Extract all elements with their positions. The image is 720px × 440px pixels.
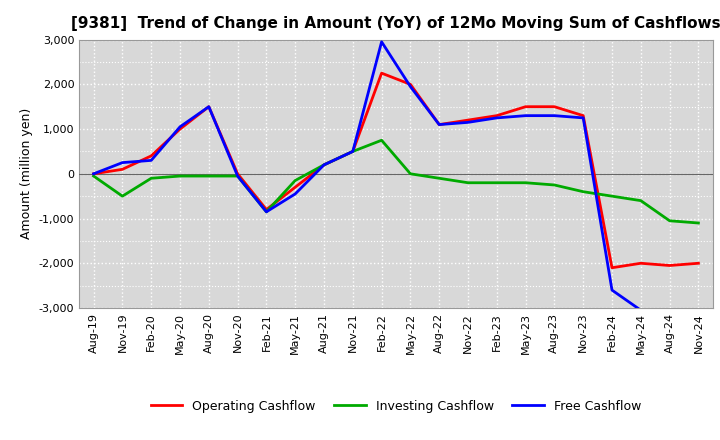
Legend: Operating Cashflow, Investing Cashflow, Free Cashflow: Operating Cashflow, Investing Cashflow, … [146,395,646,418]
Investing Cashflow [233,173,242,179]
Free Cashflow [204,104,213,109]
Operating Cashflow [320,162,328,168]
Free Cashflow [89,171,98,176]
Line: Investing Cashflow: Investing Cashflow [94,140,698,223]
Free Cashflow [348,149,357,154]
Operating Cashflow [636,260,645,266]
Free Cashflow [550,113,559,118]
Operating Cashflow [435,122,444,127]
Investing Cashflow [89,173,98,179]
Investing Cashflow [521,180,530,185]
Investing Cashflow [377,138,386,143]
Free Cashflow [233,173,242,179]
Free Cashflow [464,120,472,125]
Investing Cashflow [694,220,703,226]
Y-axis label: Amount (million yen): Amount (million yen) [20,108,33,239]
Investing Cashflow [406,171,415,176]
Operating Cashflow [406,82,415,87]
Operating Cashflow [694,260,703,266]
Free Cashflow [262,209,271,214]
Free Cashflow [694,310,703,315]
Free Cashflow [636,308,645,313]
Operating Cashflow [521,104,530,109]
Operating Cashflow [233,171,242,176]
Free Cashflow [608,287,616,293]
Free Cashflow [320,162,328,168]
Operating Cashflow [291,185,300,190]
Investing Cashflow [464,180,472,185]
Operating Cashflow [262,207,271,212]
Investing Cashflow [665,218,674,224]
Investing Cashflow [291,178,300,183]
Free Cashflow [406,84,415,89]
Operating Cashflow [579,113,588,118]
Free Cashflow [176,124,184,129]
Free Cashflow [147,158,156,163]
Operating Cashflow [204,104,213,109]
Investing Cashflow [204,173,213,179]
Operating Cashflow [608,265,616,270]
Investing Cashflow [262,209,271,214]
Investing Cashflow [550,182,559,187]
Free Cashflow [579,115,588,121]
Operating Cashflow [89,171,98,176]
Investing Cashflow [579,189,588,194]
Free Cashflow [492,115,501,121]
Free Cashflow [118,160,127,165]
Operating Cashflow [147,153,156,158]
Investing Cashflow [636,198,645,203]
Operating Cashflow [176,126,184,132]
Line: Operating Cashflow: Operating Cashflow [94,73,698,268]
Free Cashflow [521,113,530,118]
Investing Cashflow [608,194,616,199]
Operating Cashflow [492,113,501,118]
Investing Cashflow [435,176,444,181]
Free Cashflow [377,39,386,44]
Title: [9381]  Trend of Change in Amount (YoY) of 12Mo Moving Sum of Cashflows: [9381] Trend of Change in Amount (YoY) o… [71,16,720,32]
Operating Cashflow [118,167,127,172]
Investing Cashflow [492,180,501,185]
Operating Cashflow [377,70,386,76]
Free Cashflow [435,122,444,127]
Operating Cashflow [550,104,559,109]
Free Cashflow [665,310,674,315]
Operating Cashflow [348,149,357,154]
Line: Free Cashflow: Free Cashflow [94,42,698,312]
Investing Cashflow [320,162,328,168]
Investing Cashflow [118,194,127,199]
Free Cashflow [291,191,300,197]
Operating Cashflow [665,263,674,268]
Investing Cashflow [147,176,156,181]
Investing Cashflow [176,173,184,179]
Investing Cashflow [348,149,357,154]
Operating Cashflow [464,117,472,123]
